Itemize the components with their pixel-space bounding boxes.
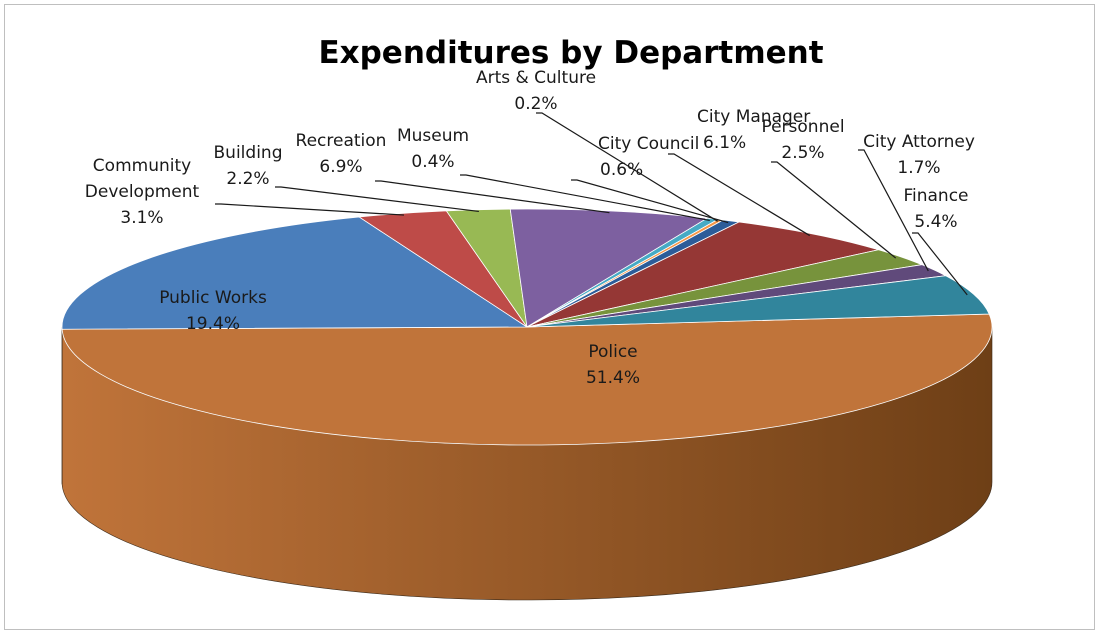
chart-frame: Expenditures by Department Police 51.4% Pu… bbox=[4, 4, 1095, 630]
leader-city-manager bbox=[668, 153, 811, 237]
leader-community-development bbox=[215, 203, 405, 216]
leader-city-council bbox=[571, 179, 729, 224]
pie-chart: Expenditures by Department Police 51.4% Pu… bbox=[61, 35, 993, 601]
label-personnel: Personnel 2.5% bbox=[761, 117, 844, 163]
slice-public-works bbox=[61, 216, 529, 330]
slice-finance bbox=[526, 275, 990, 328]
slice-labels: Police 51.4% Public Works 19.4% Community Dev… bbox=[85, 68, 975, 388]
leader-finance bbox=[912, 232, 968, 296]
label-police: Police 51.4% bbox=[586, 342, 640, 388]
label-building: Building 2.2% bbox=[214, 143, 283, 189]
label-city-manager: City Manager 6.1% bbox=[697, 107, 810, 153]
label-museum: Museum 0.4% bbox=[397, 126, 469, 172]
slice-police bbox=[61, 313, 993, 446]
slice-recreation bbox=[509, 208, 709, 328]
leader-building bbox=[275, 186, 479, 213]
leader-lines bbox=[215, 112, 968, 296]
leader-city-attorney bbox=[858, 149, 929, 272]
label-community-development: Community Development 3.1% bbox=[85, 156, 200, 228]
leader-museum bbox=[460, 174, 710, 222]
label-finance: Finance 5.4% bbox=[903, 186, 968, 232]
label-public-works: Public Works 19.4% bbox=[159, 288, 267, 334]
slice-city-manager bbox=[526, 221, 879, 328]
chart-title: Expenditures by Department bbox=[318, 35, 823, 71]
leader-arts-and-culture bbox=[536, 112, 718, 222]
leader-recreation bbox=[375, 180, 610, 214]
label-city-council: City Council 0.6% bbox=[598, 134, 699, 180]
pie-slices bbox=[61, 208, 993, 446]
label-city-attorney: City Attorney 1.7% bbox=[863, 132, 975, 178]
label-arts-and-culture: Arts & Culture 0.2% bbox=[476, 68, 596, 114]
label-recreation: Recreation 6.9% bbox=[296, 131, 387, 177]
leader-personnel bbox=[771, 161, 897, 259]
